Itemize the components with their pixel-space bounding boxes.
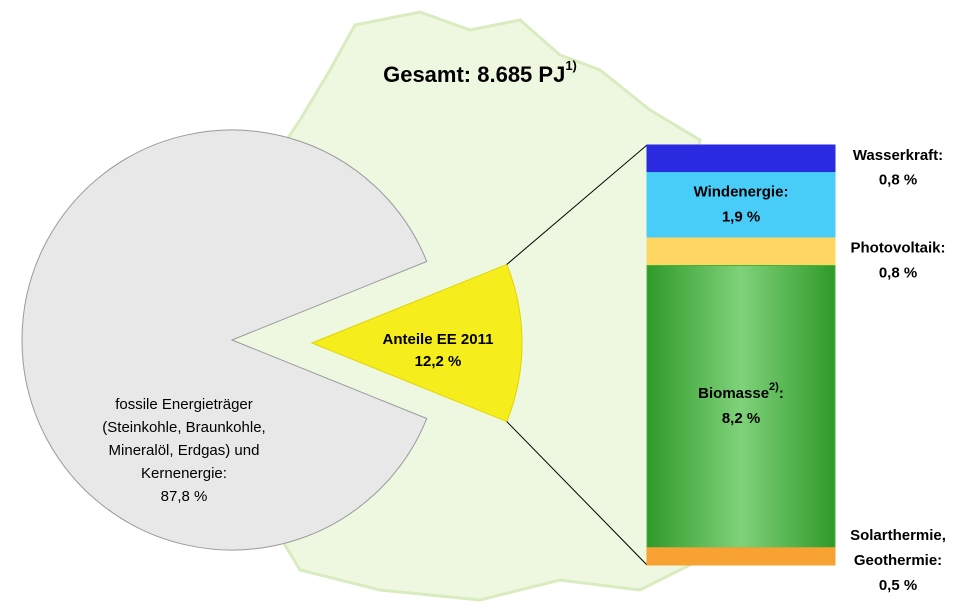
segment-label: Wasserkraft: xyxy=(853,147,943,164)
segment-name: Solarthermie, xyxy=(850,527,946,544)
bar-segment xyxy=(646,144,836,174)
connector-line xyxy=(506,144,648,265)
slice-value: 12,2 % xyxy=(415,353,462,370)
slice-label: (Steinkohle, Braunkohle, xyxy=(102,419,265,436)
title-text: Gesamt: 8.685 PJ xyxy=(383,62,565,87)
slice-label: Kernenergie: xyxy=(141,465,227,482)
segment-name: Photovoltaik: xyxy=(850,240,945,257)
segment-value: 8,2 % xyxy=(722,410,760,427)
segment-label: Photovoltaik: xyxy=(850,240,945,257)
pie-slice xyxy=(310,263,523,423)
bar-segment xyxy=(646,547,836,566)
segment-name-end: : xyxy=(779,385,784,402)
segment-label: Windenergie: xyxy=(694,184,789,201)
slice-value: 87,8 % xyxy=(161,488,208,505)
segment-label: Geothermie: xyxy=(854,552,942,569)
segment-name: Geothermie: xyxy=(854,552,942,569)
bar-segment xyxy=(646,237,836,266)
segment-value: 0,8 % xyxy=(879,172,917,189)
pie-slice xyxy=(21,129,428,551)
segment-value: 0,8 % xyxy=(879,265,917,282)
segment-name: Biomasse xyxy=(698,385,769,402)
title-note: 1) xyxy=(565,58,577,73)
segment-value: 1,9 % xyxy=(722,209,760,226)
slice-label: fossile Energieträger xyxy=(115,396,253,413)
segment-value: 0,5 % xyxy=(879,577,917,594)
connector-line xyxy=(506,421,648,566)
bar-segment xyxy=(646,264,836,549)
segment-label: Biomasse2): xyxy=(698,381,784,402)
segment-label: Solarthermie, xyxy=(850,527,946,544)
chart-title: Gesamt: 8.685 PJ1) xyxy=(383,58,577,86)
segment-name: Windenergie: xyxy=(694,184,789,201)
bar-segment xyxy=(646,172,836,239)
slice-label: Anteile EE 2011 xyxy=(383,331,494,348)
slice-label: Mineralöl, Erdgas) und xyxy=(109,442,260,459)
segment-name: Wasserkraft: xyxy=(853,147,943,164)
segment-note: 2) xyxy=(769,381,779,393)
